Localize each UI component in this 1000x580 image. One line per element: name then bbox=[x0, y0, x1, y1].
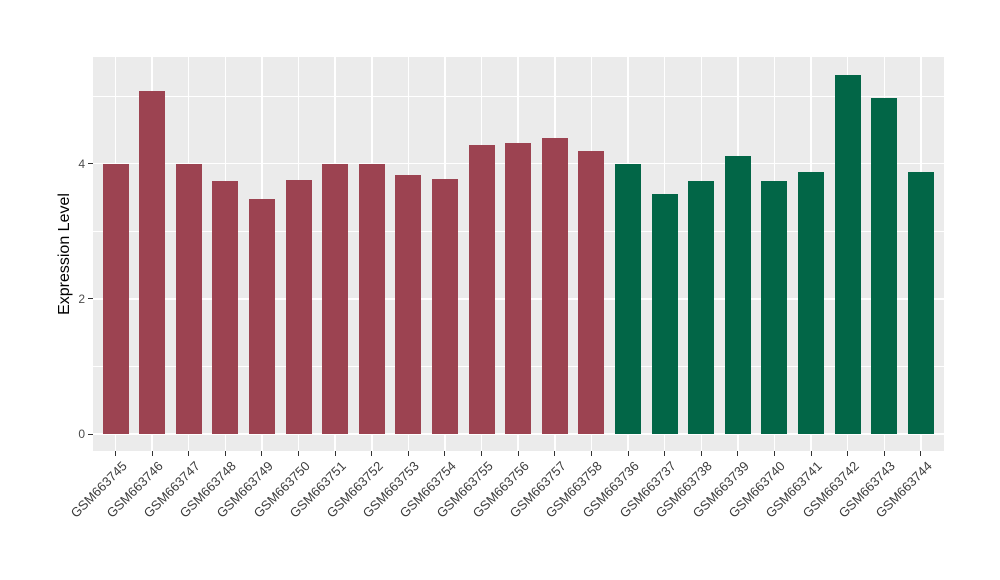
x-tick-mark-GSM663755 bbox=[481, 451, 483, 456]
x-tick-mark-GSM663748 bbox=[224, 451, 226, 456]
x-tick-mark-GSM663747 bbox=[188, 451, 190, 456]
x-tick-mark-GSM663741 bbox=[810, 451, 812, 456]
bar-GSM663755 bbox=[468, 145, 495, 434]
x-tick-mark-GSM663743 bbox=[883, 451, 885, 456]
bar-GSM663737 bbox=[651, 194, 678, 434]
x-tick-mark-GSM663751 bbox=[334, 451, 336, 456]
bar-GSM663736 bbox=[615, 163, 642, 434]
bar-GSM663740 bbox=[761, 181, 788, 434]
bar-GSM663751 bbox=[322, 163, 349, 434]
bar-GSM663742 bbox=[834, 75, 861, 434]
y-tick-label-0: 0 bbox=[78, 427, 85, 441]
x-tick-mark-GSM663753 bbox=[407, 451, 409, 456]
x-tick-mark-GSM663754 bbox=[444, 451, 446, 456]
bar-GSM663752 bbox=[358, 163, 385, 434]
bar-GSM663744 bbox=[907, 172, 934, 434]
plot-panel bbox=[93, 57, 944, 451]
x-tick-mark-GSM663737 bbox=[664, 451, 666, 456]
x-tick-mark-GSM663750 bbox=[298, 451, 300, 456]
y-tick-label-2: 2 bbox=[78, 291, 85, 306]
bar-GSM663739 bbox=[724, 156, 751, 434]
y-tick-mark-0 bbox=[88, 433, 93, 435]
x-tick-mark-GSM663736 bbox=[627, 451, 629, 456]
x-tick-mark-GSM663757 bbox=[554, 451, 556, 456]
x-tick-mark-GSM663740 bbox=[773, 451, 775, 456]
bar-GSM663753 bbox=[395, 175, 422, 434]
bar-GSM663758 bbox=[578, 151, 605, 434]
x-tick-mark-GSM663746 bbox=[151, 451, 153, 456]
x-tick-mark-GSM663745 bbox=[115, 451, 116, 456]
y-tick-mark-4 bbox=[88, 163, 93, 165]
bar-GSM663738 bbox=[688, 181, 715, 434]
bar-GSM663748 bbox=[212, 180, 239, 434]
x-tick-mark-GSM663758 bbox=[590, 451, 592, 456]
x-tick-mark-GSM663738 bbox=[700, 451, 702, 456]
bar-GSM663741 bbox=[798, 172, 825, 434]
x-tick-mark-GSM663739 bbox=[737, 451, 739, 456]
bar-GSM663746 bbox=[139, 91, 166, 434]
x-tick-mark-GSM663756 bbox=[517, 451, 519, 456]
x-tick-mark-GSM663744 bbox=[920, 451, 922, 456]
y-tick-mark-2 bbox=[88, 298, 93, 300]
y-tick-label-4: 4 bbox=[78, 156, 85, 171]
bar-GSM663754 bbox=[431, 179, 458, 434]
bar-GSM663749 bbox=[248, 199, 275, 434]
bar-GSM663756 bbox=[505, 143, 532, 434]
x-tick-mark-GSM663742 bbox=[847, 451, 849, 456]
bar-GSM663747 bbox=[175, 163, 202, 434]
bar-GSM663743 bbox=[871, 98, 898, 434]
bar-GSM663745 bbox=[102, 163, 129, 434]
bar-GSM663757 bbox=[541, 137, 568, 434]
bar-GSM663750 bbox=[285, 179, 312, 434]
x-tick-mark-GSM663752 bbox=[371, 451, 373, 456]
x-tick-mark-GSM663749 bbox=[261, 451, 263, 456]
